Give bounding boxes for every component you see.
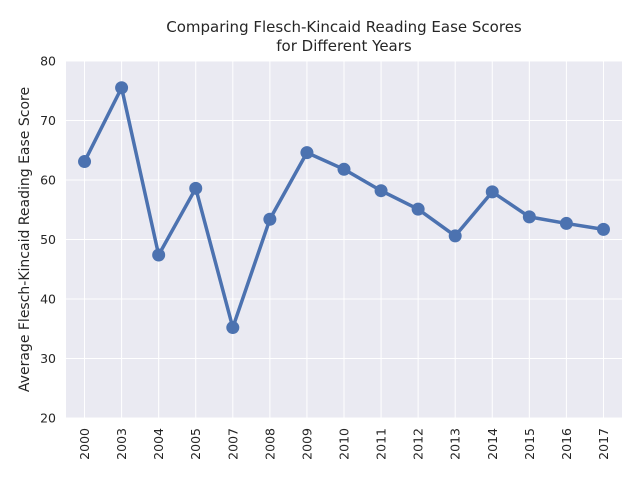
data-point [448, 229, 462, 243]
data-point [115, 81, 129, 95]
x-tick-label: 2003 [114, 428, 129, 460]
x-tick-label: 2016 [559, 428, 574, 460]
x-tick-label: 2000 [77, 428, 92, 460]
x-tick-label: 2015 [522, 428, 537, 460]
data-point [485, 185, 499, 199]
x-tick-label: 2014 [485, 428, 500, 460]
data-point [226, 321, 240, 335]
data-point [189, 181, 203, 195]
y-axis-label: Average Flesch-Kincaid Reading Ease Scor… [17, 87, 33, 392]
y-tick-label: 40 [40, 292, 56, 307]
data-point [300, 146, 314, 160]
data-point [152, 248, 166, 262]
y-tick-labels: 20 30 40 50 60 70 80 [40, 54, 56, 426]
data-point [559, 216, 573, 230]
data-point [596, 222, 610, 236]
x-tick-label: 2012 [411, 428, 426, 460]
y-tick-label: 50 [40, 232, 56, 247]
y-tick-label: 60 [40, 173, 56, 188]
x-tick-label: 2004 [151, 428, 166, 460]
data-point [411, 202, 425, 216]
x-tick-label: 2005 [188, 428, 203, 460]
chart-title-line-1: Comparing Flesch-Kincaid Reading Ease Sc… [166, 18, 522, 36]
x-tick-label: 2013 [448, 428, 463, 460]
y-tick-label: 80 [40, 54, 56, 69]
x-tick-label: 2009 [299, 428, 314, 460]
data-point [263, 212, 277, 226]
data-point [78, 155, 92, 169]
series-layer [78, 81, 610, 335]
chart-title-line-2: for Different Years [276, 37, 412, 55]
y-tick-label: 20 [40, 411, 56, 426]
x-tick-label: 2008 [262, 428, 277, 460]
data-point [522, 210, 536, 224]
x-tick-label: 2010 [337, 428, 352, 460]
grid-lines [66, 60, 622, 419]
data-point [337, 162, 351, 176]
y-tick-label: 70 [40, 113, 56, 128]
x-tick-labels: 2000 2003 2004 2005 2007 2008 2009 2010 2011 2012… [77, 428, 611, 460]
x-tick-label: 2007 [225, 428, 240, 460]
x-tick-label: 2017 [596, 428, 611, 460]
y-tick-label: 30 [40, 351, 56, 366]
data-point [374, 184, 388, 198]
x-tick-label: 2011 [374, 428, 389, 460]
